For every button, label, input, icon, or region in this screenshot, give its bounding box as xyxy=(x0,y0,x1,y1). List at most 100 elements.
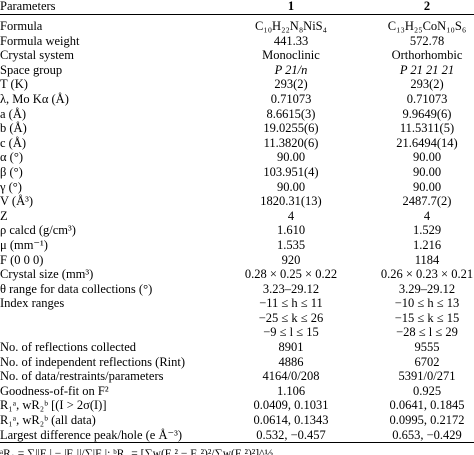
table-row: F (0 0 0) 920 1184 xyxy=(0,253,474,268)
table-row: μ (mm⁻¹) 1.535 1.216 xyxy=(0,238,474,253)
table-cell: Space group xyxy=(0,62,63,77)
table-cell: 4886 xyxy=(278,354,304,369)
table-cell: 293(2) xyxy=(274,77,308,92)
table-cell: 3.23–29.12 xyxy=(262,281,320,296)
table-row: Z 4 4 xyxy=(0,209,474,224)
table-row: Formula C₁₀H₂₂N₈NiS₄ C₁₃H₂₅CoN₁₀S₆ xyxy=(0,15,474,34)
table-row: λ, Mo Kα (Å) 0.71073 0.71073 xyxy=(0,92,474,107)
table-cell: θ range for data collections (°) xyxy=(0,281,153,296)
table-row: β (°) 103.951(4) 90.00 xyxy=(0,165,474,180)
table-row: T (K) 293(2) 293(2) xyxy=(0,77,474,92)
table-cell: Formula weight xyxy=(0,33,80,48)
table-cell: μ (mm⁻¹) xyxy=(0,237,48,252)
table-cell: 0.71073 xyxy=(406,91,448,106)
table-row: α (°) 90.00 90.00 xyxy=(0,150,474,165)
table-cell: P 21 21 21 xyxy=(399,62,455,77)
table-cell: 90.00 xyxy=(276,150,306,165)
table-cell: a (Å) xyxy=(0,106,27,121)
cell-line: −10 ≤ h ≤ 13 xyxy=(394,296,460,311)
table-cell: P 21/n xyxy=(274,62,308,77)
table-cell: No. of reflections collected xyxy=(0,340,137,355)
table-cell: Z xyxy=(0,208,8,223)
table-row: No. of reflections collected 8901 9555 xyxy=(0,340,474,355)
table-cell: ρ calcd (g/cm³) xyxy=(0,223,76,238)
table-row: R₁ᵃ, wR₂ᵇ (all data) 0.0614, 0.1343 0.0995… xyxy=(0,413,474,428)
table-row: R₁ᵃ, wR₂ᵇ [(I > 2σ(I)] 0.0409, 0.1031 0.06… xyxy=(0,398,474,413)
table-cell: 4 xyxy=(423,208,431,223)
table-row: a (Å) 8.6615(3) 9.9649(6) xyxy=(0,107,474,122)
table-cell: 103.951(4) xyxy=(263,164,319,179)
cell-line: −15 ≤ k ≤ 15 xyxy=(394,310,460,325)
table-cell: 4164/0/208 xyxy=(262,369,320,384)
table-cell: 1.535 xyxy=(276,237,306,252)
table-row: Crystal system Monoclinic Orthorhombic xyxy=(0,48,474,63)
table-cell: F (0 0 0) xyxy=(0,252,44,267)
table-cell: 0.26 × 0.23 × 0.21 xyxy=(380,267,474,282)
table-cell: 90.00 xyxy=(412,179,442,194)
table-row: Crystal size (mm³) 0.28 × 0.25 × 0.22 0.26… xyxy=(0,267,474,282)
header-cell: 2 xyxy=(423,0,431,13)
table-cell: 0.0409, 0.1031 xyxy=(253,398,329,413)
table-cell: 0.0995, 0.2172 xyxy=(389,413,465,428)
table-cell: 2487.7(2) xyxy=(402,194,452,209)
table-row: Space group P 21/n P 21 21 21 xyxy=(0,63,474,78)
table-cell: 0.925 xyxy=(412,383,442,398)
table-row: Formula weight 441.33 572.78 xyxy=(0,34,474,49)
table-cell: 0.71073 xyxy=(270,91,312,106)
table-cell: 90.00 xyxy=(276,179,306,194)
table-cell: V (Å³) xyxy=(0,194,34,209)
table-cell: 572.78 xyxy=(409,33,445,48)
table-cell: γ (°) xyxy=(0,179,22,194)
table-cell: c (Å) xyxy=(0,135,27,150)
table-cell: No. of independent reflections (Rint) xyxy=(0,354,186,369)
table-cell: R₁ᵃ, wR₂ᵇ [(I > 2σ(I)] xyxy=(0,398,107,413)
table-row: θ range for data collections (°) 3.23–29.… xyxy=(0,282,474,297)
table-cell: 441.33 xyxy=(273,33,309,48)
table-row: c (Å) 11.3820(6) 21.6494(14) xyxy=(0,136,474,151)
cell-line: −28 ≤ l ≤ 29 xyxy=(396,325,458,340)
table-row: No. of independent reflections (Rint) 488… xyxy=(0,355,474,370)
table-head: Parameters 1 2 xyxy=(0,0,474,15)
table-cell: No. of data/restraints/parameters xyxy=(0,369,164,384)
table-cell: Orthorhombic xyxy=(391,48,463,63)
table-cell: Index ranges xyxy=(0,296,65,311)
table-cell: 0.532, −0.457 xyxy=(256,427,326,442)
table-cell: 0.0614, 0.1343 xyxy=(253,413,329,428)
table-cell: α (°) xyxy=(0,150,23,165)
table-cell: Formula xyxy=(0,19,43,33)
table-cell: 8.6615(3) xyxy=(266,106,316,121)
table-cell: b (Å) xyxy=(0,121,27,136)
footnote: ᵃR₁ = ∑||Fₒ| − |F꜀||/∑|Fₒ|; ᵇR₂ = [∑w(Fₒ… xyxy=(0,448,276,455)
table-cell: β (°) xyxy=(0,164,23,179)
header-row: Parameters 1 2 xyxy=(0,0,474,15)
table-cell: −10 ≤ h ≤ 13 −15 ≤ k ≤ 15 −28 ≤ l ≤ 29 xyxy=(354,296,474,340)
table-cell: C₁₀H₂₂N₈NiS₄ xyxy=(255,19,327,33)
table-cell: 1.529 xyxy=(412,223,442,238)
table-cell: 90.00 xyxy=(412,164,442,179)
table-cell: 1.216 xyxy=(412,237,442,252)
table-cell: 21.6494(14) xyxy=(396,135,458,150)
table-row: No. of data/restraints/parameters 4164/0/… xyxy=(0,369,474,384)
table-cell: Crystal size (mm³) xyxy=(0,267,94,282)
header-cell: 1 xyxy=(287,0,295,13)
table-cell: 1820.31(13) xyxy=(260,194,322,209)
table-cell: 5391/0/271 xyxy=(398,369,456,384)
table-cell: 90.00 xyxy=(412,150,442,165)
table-cell: 9555 xyxy=(414,340,440,355)
table-row: V (Å³) 1820.31(13) 2487.7(2) xyxy=(0,194,474,209)
table-cell: 0.28 × 0.25 × 0.22 xyxy=(244,267,338,282)
table-cell: 11.5311(5) xyxy=(399,121,455,136)
header-cell: Parameters xyxy=(0,0,56,13)
table-cell: 9.9649(6) xyxy=(402,106,452,121)
table-cell: T (K) xyxy=(0,77,28,92)
table-cell: 0.0641, 0.1845 xyxy=(389,398,465,413)
table-cell: Goodness-of-fit on F² xyxy=(0,383,109,398)
table-cell: −11 ≤ h ≤ 11 −25 ≤ k ≤ 26 −9 ≤ l ≤ 15 xyxy=(228,296,354,340)
table-cell: 4 xyxy=(287,208,295,223)
table-cell: 19.0255(6) xyxy=(263,121,319,136)
table-cell: Largest difference peak/hole (e Å⁻³) xyxy=(0,427,183,442)
table-cell: Crystal system xyxy=(0,48,74,63)
table-cell: 3.29–29.12 xyxy=(398,281,456,296)
table-cell: 8901 xyxy=(278,340,304,355)
